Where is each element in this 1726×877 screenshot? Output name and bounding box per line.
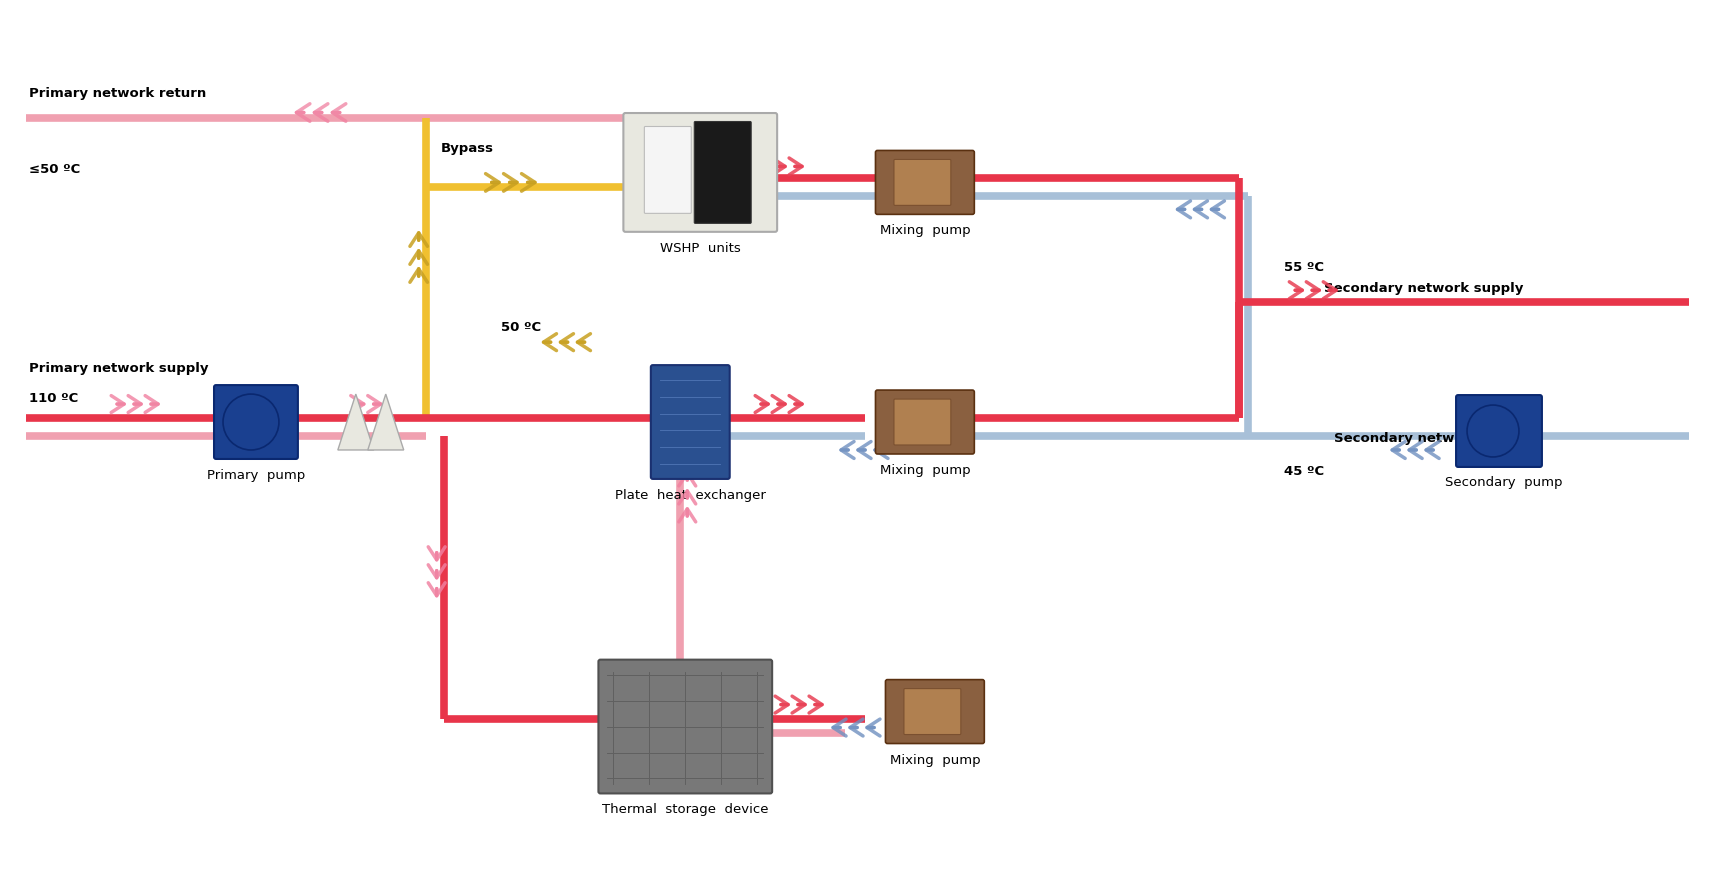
- Text: Secondary network supply: Secondary network supply: [1324, 282, 1524, 295]
- FancyBboxPatch shape: [651, 365, 730, 479]
- Text: Thermal  storage  device: Thermal storage device: [602, 803, 768, 816]
- Text: Mixing  pump: Mixing pump: [880, 464, 970, 477]
- Text: Mixing  pump: Mixing pump: [880, 225, 970, 238]
- FancyBboxPatch shape: [694, 122, 751, 224]
- FancyBboxPatch shape: [904, 688, 961, 735]
- FancyBboxPatch shape: [1457, 395, 1541, 467]
- Text: Plate  heat  exchanger: Plate heat exchanger: [614, 488, 766, 502]
- FancyBboxPatch shape: [894, 160, 951, 205]
- FancyBboxPatch shape: [214, 385, 299, 459]
- FancyBboxPatch shape: [894, 399, 951, 445]
- Text: ≤50 ºC: ≤50 ºC: [29, 163, 81, 176]
- Text: Primary network return: Primary network return: [29, 87, 207, 99]
- Polygon shape: [338, 394, 375, 450]
- Text: Mixing  pump: Mixing pump: [889, 753, 980, 766]
- Circle shape: [223, 394, 280, 450]
- FancyBboxPatch shape: [875, 390, 973, 454]
- Text: 55 ºC: 55 ºC: [1284, 261, 1324, 275]
- Text: Primary  pump: Primary pump: [207, 469, 306, 482]
- Text: Secondary  pump: Secondary pump: [1445, 476, 1562, 489]
- Text: 50 ºC: 50 ºC: [501, 321, 540, 333]
- Text: Bypass: Bypass: [440, 142, 494, 155]
- Text: 110 ºC: 110 ºC: [29, 392, 79, 405]
- Text: Secondary network return: Secondary network return: [1334, 432, 1531, 446]
- Text: 45 ºC: 45 ºC: [1284, 466, 1324, 479]
- FancyBboxPatch shape: [644, 126, 692, 213]
- Text: WSHP  units: WSHP units: [659, 242, 740, 255]
- Circle shape: [1467, 405, 1519, 457]
- FancyBboxPatch shape: [599, 660, 772, 794]
- Polygon shape: [368, 394, 404, 450]
- FancyBboxPatch shape: [885, 680, 984, 744]
- FancyBboxPatch shape: [623, 113, 777, 232]
- Text: Primary network supply: Primary network supply: [29, 362, 209, 375]
- FancyBboxPatch shape: [875, 151, 973, 214]
